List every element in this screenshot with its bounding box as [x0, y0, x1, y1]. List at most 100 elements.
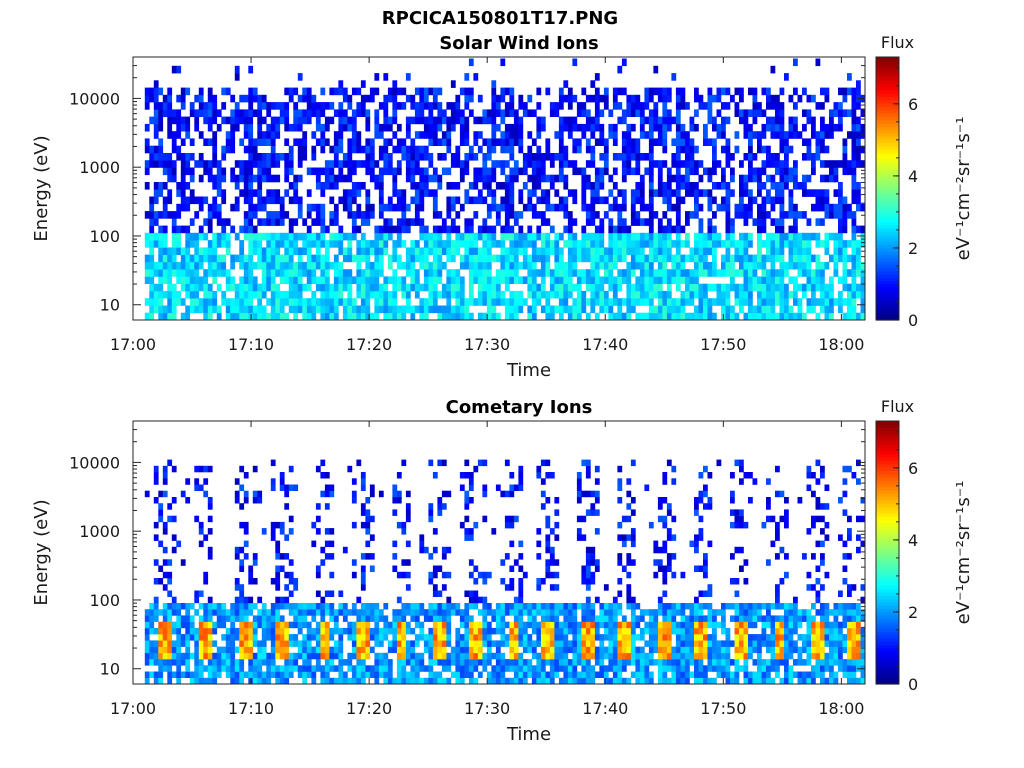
- flux-cell: [144, 615, 150, 622]
- flux-cell: [405, 247, 411, 255]
- flux-cell: [257, 131, 263, 139]
- flux-cell: [437, 640, 443, 647]
- flux-cell: [486, 247, 492, 255]
- flux-cell: [594, 73, 600, 81]
- flux-cell: [387, 254, 393, 263]
- flux-cell: [162, 652, 168, 660]
- flux-cell: [356, 145, 362, 154]
- flux-cell: [770, 254, 776, 263]
- flux-cell: [581, 131, 587, 139]
- flux-cell: [545, 534, 551, 541]
- flux-cell: [360, 646, 366, 654]
- flux-cell: [545, 521, 551, 529]
- flux-cell: [207, 218, 213, 226]
- flux-cell: [198, 109, 204, 117]
- flux-cell: [405, 160, 411, 168]
- flux-cell: [621, 58, 627, 67]
- flux-cell: [243, 123, 249, 132]
- flux-cell: [464, 490, 470, 498]
- flux-cell: [815, 102, 821, 110]
- flux-cell: [207, 138, 213, 146]
- flux-cell: [284, 640, 290, 647]
- flux-cell: [275, 283, 281, 292]
- flux-cell: [401, 225, 407, 234]
- flux-cell: [315, 254, 321, 263]
- flux-cell: [153, 131, 159, 139]
- flux-cell: [315, 659, 321, 666]
- flux-cell: [536, 269, 542, 277]
- flux-cell: [405, 584, 411, 591]
- flux-cell: [860, 145, 866, 154]
- flux-cell: [446, 247, 452, 255]
- flux-cell: [288, 218, 294, 226]
- flux-cell: [423, 189, 429, 197]
- flux-cell: [644, 87, 650, 96]
- flux-cell: [270, 627, 276, 635]
- flux-cell: [405, 116, 411, 125]
- flux-cell: [383, 102, 389, 110]
- flux-cell: [266, 659, 272, 666]
- flux-cell: [365, 196, 371, 205]
- flux-cell: [324, 123, 330, 132]
- flux-cell: [392, 269, 398, 277]
- flux-cell: [171, 247, 177, 255]
- flux-cell: [689, 145, 695, 154]
- flux-cell: [342, 615, 348, 622]
- flux-cell: [635, 298, 641, 306]
- flux-cell: [419, 225, 425, 234]
- flux-cell: [329, 528, 335, 535]
- flux-cell: [221, 634, 227, 641]
- flux-cell: [252, 247, 258, 255]
- flux-cell: [833, 261, 839, 270]
- flux-cell: [468, 615, 474, 622]
- flux-cell: [243, 145, 249, 154]
- flux-cell: [824, 160, 830, 168]
- flux-cell: [252, 640, 258, 647]
- flux-cell: [725, 145, 731, 154]
- flux-cell: [500, 254, 506, 263]
- flux-cell: [158, 621, 164, 629]
- flux-cell: [617, 102, 623, 110]
- flux-cell: [648, 182, 654, 190]
- flux-cell: [410, 94, 416, 103]
- flux-cell: [306, 87, 312, 96]
- flux-cell: [770, 116, 776, 125]
- flux-cell: [207, 603, 213, 610]
- flux-cell: [648, 153, 654, 161]
- colorbar-segment: [876, 70, 899, 75]
- flux-cell: [270, 269, 276, 277]
- flux-cell: [549, 546, 555, 554]
- flux-cell: [482, 232, 488, 241]
- flux-cell: [581, 276, 587, 284]
- flux-cell: [675, 102, 681, 110]
- flux-cell: [203, 232, 209, 241]
- flux-cell: [644, 116, 650, 125]
- flux-cell: [639, 261, 645, 270]
- flux-cell: [518, 540, 524, 548]
- flux-cell: [360, 109, 366, 117]
- flux-cell: [621, 189, 627, 197]
- flux-cell: [270, 261, 276, 270]
- flux-cell: [513, 312, 519, 321]
- flux-cell: [639, 123, 645, 132]
- flux-cell: [540, 478, 546, 485]
- flux-cell: [153, 305, 159, 314]
- flux-cell: [144, 621, 150, 629]
- flux-cell: [626, 225, 632, 234]
- flux-cell: [401, 138, 407, 146]
- flux-cell: [581, 123, 587, 132]
- flux-cell: [306, 247, 312, 255]
- flux-cell: [694, 94, 699, 103]
- flux-cell: [207, 640, 213, 647]
- flux-cell: [500, 269, 506, 277]
- flux-cell: [725, 189, 731, 197]
- flux-cell: [860, 261, 866, 270]
- flux-cell: [450, 305, 456, 314]
- flux-cell: [387, 276, 393, 284]
- flux-cell: [383, 621, 389, 629]
- flux-cell: [824, 145, 830, 154]
- flux-cell: [365, 240, 371, 248]
- flux-cell: [820, 269, 825, 277]
- flux-cell: [180, 196, 186, 205]
- flux-cell: [144, 490, 150, 498]
